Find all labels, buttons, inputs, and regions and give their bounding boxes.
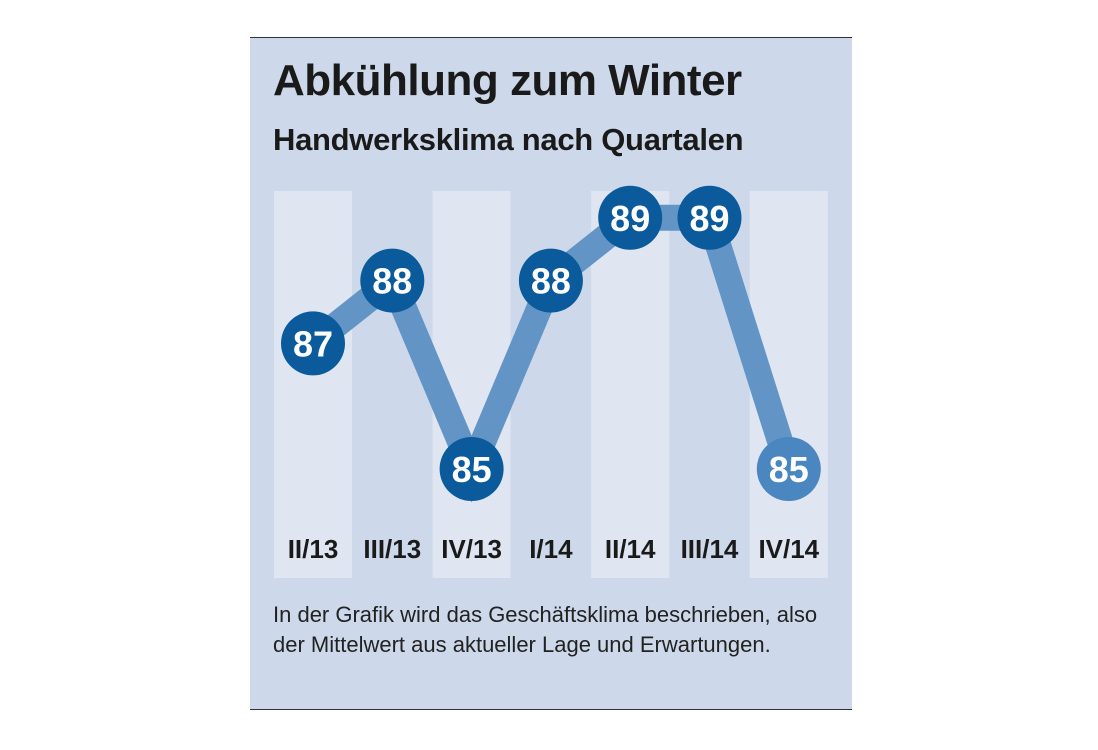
- column-band: [274, 191, 352, 578]
- chart-title: Abkühlung zum Winter: [273, 56, 742, 105]
- data-point: [677, 185, 742, 250]
- x-tick-label: II/14: [605, 534, 656, 564]
- data-point: [518, 248, 583, 313]
- data-point: [598, 185, 663, 250]
- data-label: 89: [689, 198, 729, 239]
- data-label: 87: [293, 323, 333, 364]
- data-label: 85: [452, 449, 492, 490]
- chart-subtitle: Handwerksklima nach Quartalen: [273, 122, 744, 157]
- x-tick-label: IV/14: [758, 534, 819, 564]
- data-label: 89: [610, 198, 650, 239]
- data-point: [439, 437, 504, 501]
- data-label: 88: [372, 261, 412, 302]
- data-point: [756, 437, 821, 501]
- data-point: [281, 311, 345, 376]
- data-point: [360, 248, 425, 313]
- x-tick-label: II/13: [288, 534, 339, 564]
- data-label: 88: [531, 261, 571, 302]
- x-tick-label: III/14: [681, 534, 739, 564]
- footnote: In der Grafik wird das Geschäftsklima be…: [273, 602, 818, 657]
- column-band: [591, 191, 670, 578]
- x-tick-label: III/13: [363, 534, 421, 564]
- x-tick-label: I/14: [529, 534, 573, 564]
- data-label: 85: [769, 449, 809, 490]
- x-tick-label: IV/13: [441, 534, 502, 564]
